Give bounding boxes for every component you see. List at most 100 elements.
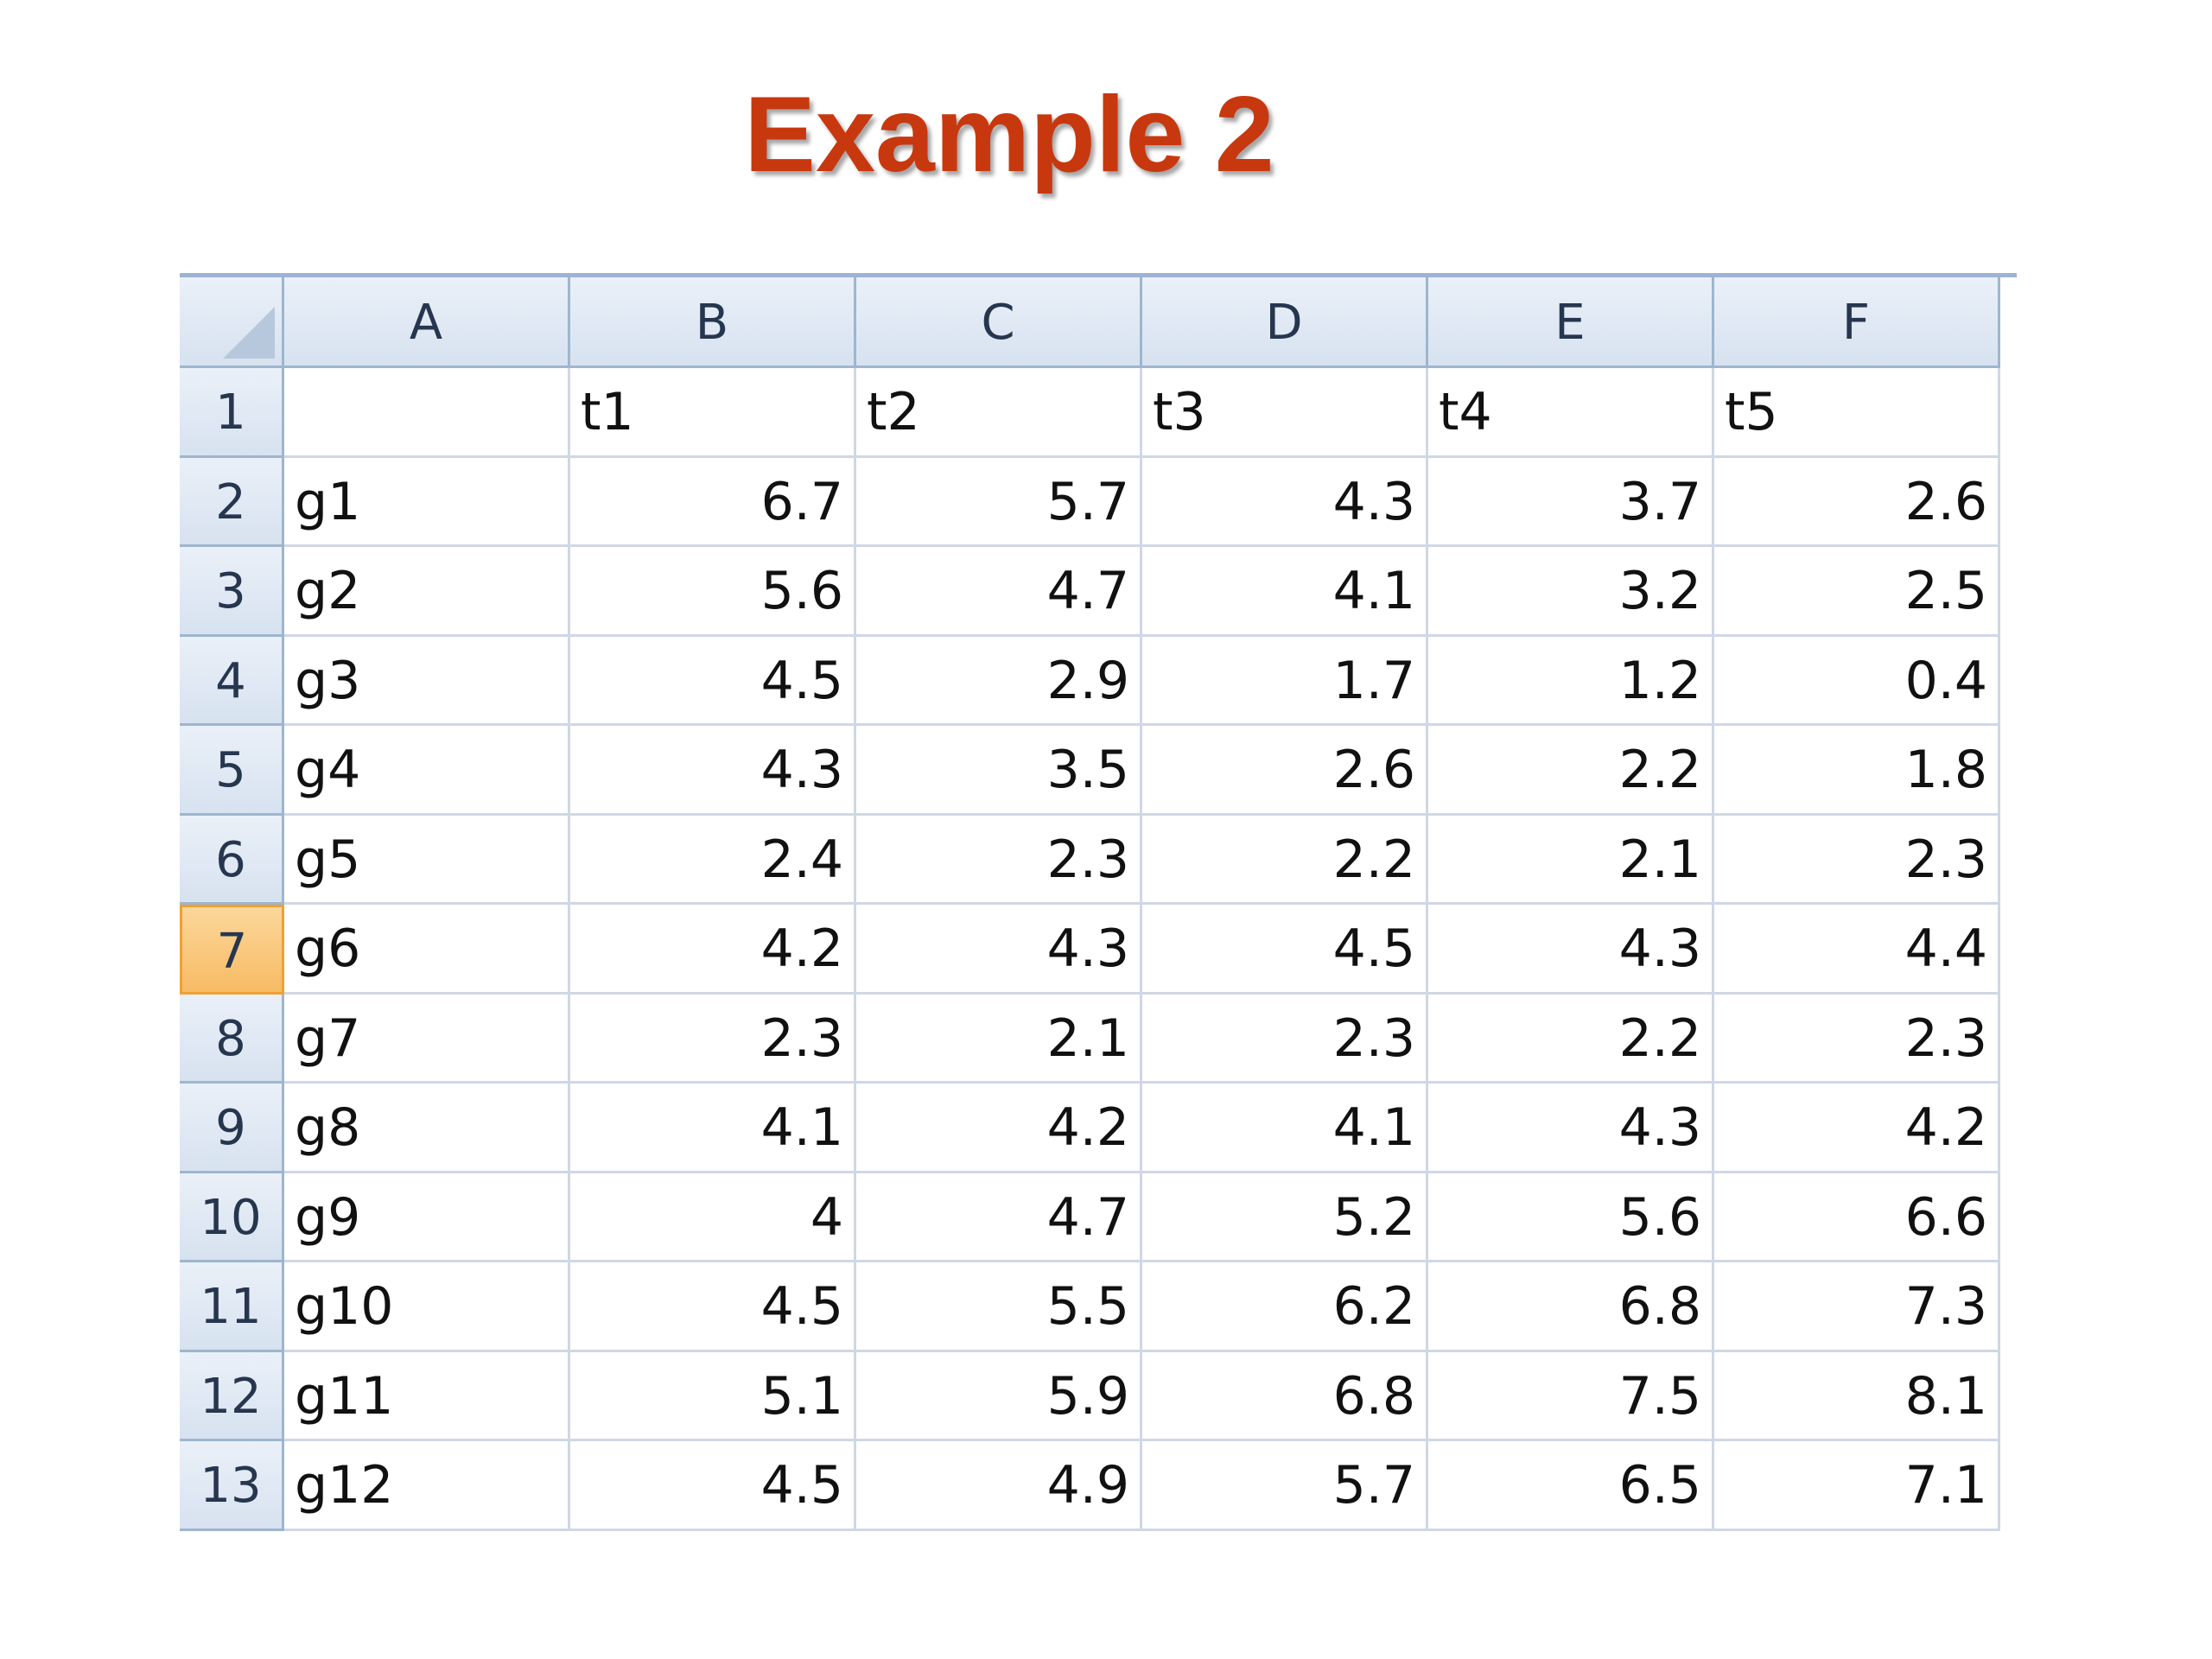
cell[interactable]: 4.4 (1714, 905, 2000, 995)
column-header[interactable]: D (1142, 277, 1428, 368)
cell[interactable] (284, 368, 570, 458)
cell[interactable]: 2.2 (1428, 994, 1714, 1084)
row-header[interactable]: 1 (180, 368, 284, 458)
column-header[interactable]: F (1714, 277, 2000, 368)
row-header[interactable]: 11 (180, 1262, 284, 1352)
cell[interactable]: 2.3 (570, 994, 856, 1084)
cell[interactable]: 4.5 (570, 1262, 856, 1352)
cell[interactable]: 5.1 (570, 1351, 856, 1441)
row-header[interactable]: 9 (180, 1084, 284, 1173)
row-header[interactable]: 13 (180, 1441, 284, 1531)
cell[interactable]: 2.3 (1714, 815, 2000, 905)
cell[interactable]: 8.1 (1714, 1351, 2000, 1441)
cell[interactable]: 6.7 (570, 457, 856, 547)
cell[interactable]: 5.9 (856, 1351, 1142, 1441)
cell[interactable]: 5.7 (1142, 1441, 1428, 1531)
cell[interactable]: g12 (284, 1441, 570, 1531)
cell[interactable]: g7 (284, 994, 570, 1084)
cell[interactable]: 4 (570, 1173, 856, 1262)
cell[interactable]: 5.5 (856, 1262, 1142, 1352)
row-header[interactable]: 10 (180, 1173, 284, 1262)
cell[interactable]: 4.3 (1142, 457, 1428, 547)
cell[interactable]: 4.1 (1142, 1084, 1428, 1173)
cell[interactable]: 2.4 (570, 815, 856, 905)
cell[interactable]: t2 (856, 368, 1142, 458)
cell[interactable]: 4.7 (856, 1173, 1142, 1262)
cell[interactable]: 3.2 (1428, 547, 1714, 637)
row-header[interactable]: 6 (180, 815, 284, 905)
cell[interactable]: 2.3 (1142, 994, 1428, 1084)
cell[interactable]: t1 (570, 368, 856, 458)
cell[interactable]: 4.1 (1142, 547, 1428, 637)
cell[interactable]: 7.1 (1714, 1441, 2000, 1531)
select-all-corner[interactable] (180, 277, 284, 368)
cell[interactable]: 6.6 (1714, 1173, 2000, 1262)
cell[interactable]: 1.8 (1714, 726, 2000, 816)
cell[interactable]: 4.5 (570, 636, 856, 726)
cell[interactable]: g9 (284, 1173, 570, 1262)
cell[interactable]: 4.3 (1428, 905, 1714, 995)
cell[interactable]: 1.7 (1142, 636, 1428, 726)
cell[interactable]: t4 (1428, 368, 1714, 458)
row-header[interactable]: 12 (180, 1351, 284, 1441)
cell[interactable]: g1 (284, 457, 570, 547)
cell[interactable]: 4.9 (856, 1441, 1142, 1531)
cell[interactable]: g3 (284, 636, 570, 726)
cell[interactable]: 6.8 (1142, 1351, 1428, 1441)
cell[interactable]: 6.2 (1142, 1262, 1428, 1352)
cell[interactable]: 2.5 (1714, 547, 2000, 637)
column-header[interactable]: E (1428, 277, 1714, 368)
cell[interactable]: 4.2 (1714, 1084, 2000, 1173)
column-header[interactable]: A (284, 277, 570, 368)
row-header[interactable]: 8 (180, 994, 284, 1084)
cell[interactable]: 2.9 (856, 636, 1142, 726)
cell[interactable]: 4.5 (1142, 905, 1428, 995)
cell[interactable]: g5 (284, 815, 570, 905)
column-header[interactable]: B (570, 277, 856, 368)
cell[interactable]: t3 (1142, 368, 1428, 458)
row-header[interactable]: 5 (180, 726, 284, 816)
row-header[interactable]: 4 (180, 636, 284, 726)
cell[interactable]: 7.3 (1714, 1262, 2000, 1352)
cell[interactable]: 2.3 (1714, 994, 2000, 1084)
cell[interactable]: 6.8 (1428, 1262, 1714, 1352)
cell[interactable]: 0.4 (1714, 636, 2000, 726)
cell[interactable]: 4.3 (570, 726, 856, 816)
cell[interactable]: 3.5 (856, 726, 1142, 816)
row-header[interactable]: 2 (180, 457, 284, 547)
cell[interactable]: g8 (284, 1084, 570, 1173)
slide-title: Example 2 (744, 75, 1274, 194)
cell[interactable]: 4.5 (570, 1441, 856, 1531)
column-header[interactable]: C (856, 277, 1142, 368)
cell[interactable]: 6.5 (1428, 1441, 1714, 1531)
row-header[interactable]: 3 (180, 547, 284, 637)
cell[interactable]: 2.2 (1428, 726, 1714, 816)
cell[interactable]: 2.1 (856, 994, 1142, 1084)
cell[interactable]: 5.6 (1428, 1173, 1714, 1262)
cell[interactable]: g4 (284, 726, 570, 816)
cell[interactable]: t5 (1714, 368, 2000, 458)
cell[interactable]: 3.7 (1428, 457, 1714, 547)
cell[interactable]: g6 (284, 905, 570, 995)
cell[interactable]: g10 (284, 1262, 570, 1352)
cell[interactable]: 4.3 (856, 905, 1142, 995)
cell[interactable]: 2.3 (856, 815, 1142, 905)
cell[interactable]: 2.6 (1142, 726, 1428, 816)
cell[interactable]: 4.3 (1428, 1084, 1714, 1173)
cell[interactable]: 2.1 (1428, 815, 1714, 905)
cell[interactable]: g2 (284, 547, 570, 637)
cell[interactable]: 2.2 (1142, 815, 1428, 905)
cell[interactable]: 7.5 (1428, 1351, 1714, 1441)
cell[interactable]: 1.2 (1428, 636, 1714, 726)
cell[interactable]: 5.2 (1142, 1173, 1428, 1262)
cell[interactable]: 5.7 (856, 457, 1142, 547)
cell[interactable]: 5.6 (570, 547, 856, 637)
cell[interactable]: g11 (284, 1351, 570, 1441)
cell[interactable]: 4.1 (570, 1084, 856, 1173)
cell[interactable]: 2.6 (1714, 457, 2000, 547)
cell[interactable]: 4.7 (856, 547, 1142, 637)
cell[interactable]: 4.2 (856, 1084, 1142, 1173)
cell[interactable]: 4.2 (570, 905, 856, 995)
row-header[interactable]: 7 (180, 905, 284, 995)
